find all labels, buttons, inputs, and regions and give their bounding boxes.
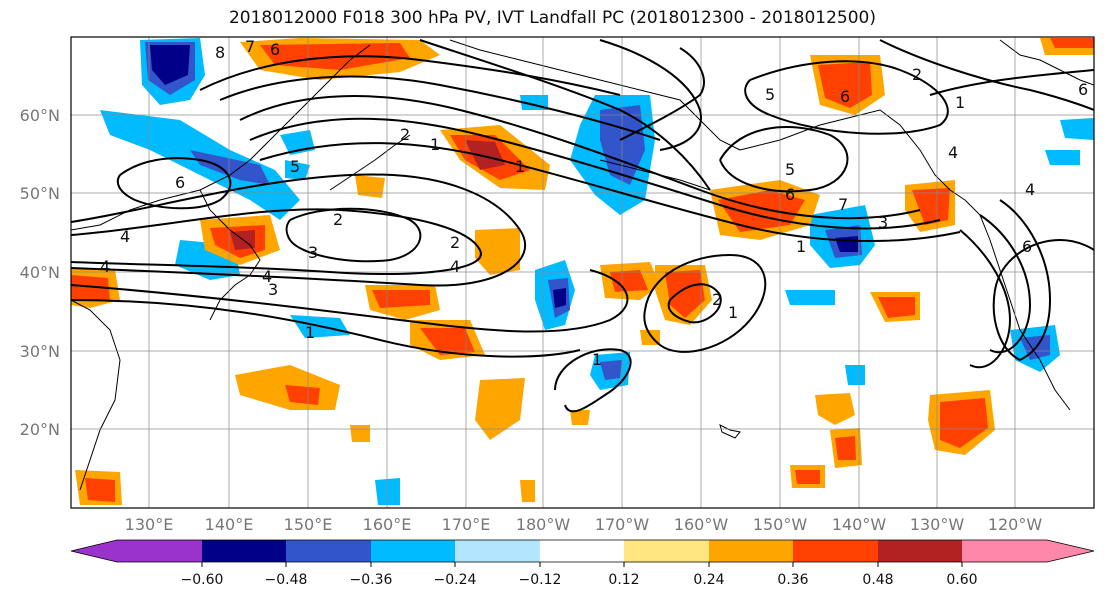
- contour-label: 7: [245, 37, 255, 56]
- colorbar-outline: [70, 539, 1095, 563]
- lon-label: 160°W: [674, 515, 729, 534]
- contour-label: 1: [592, 350, 602, 369]
- lon-label: 120°W: [988, 515, 1043, 534]
- colorbar-segment: [962, 540, 1047, 562]
- colorbar-min-arrow: [71, 540, 117, 562]
- map-title: 2018012000 F018 300 hPa PV, IVT Landfall…: [228, 8, 876, 28]
- contour-label: 3: [878, 213, 888, 232]
- contour-label: 6: [1022, 237, 1032, 256]
- colorbar-segment: [540, 540, 625, 562]
- colorbar-segment: [286, 540, 371, 562]
- colorbar-tick-label: −0.48: [265, 572, 308, 588]
- colorbar-segment: [709, 540, 794, 562]
- contour-label: 6: [785, 185, 795, 204]
- contour-label: 6: [175, 173, 185, 192]
- colorbar-tick-label: 0.48: [862, 572, 893, 588]
- contour-label: 1: [305, 323, 315, 342]
- pv-shading-layer: [71, 38, 1094, 505]
- lon-label: 140°E: [205, 515, 254, 534]
- lon-label: 160°E: [363, 515, 412, 534]
- colorbar-segment: [117, 540, 202, 562]
- colorbar-max-arrow: [1047, 540, 1094, 562]
- lat-label: 50°N: [20, 184, 60, 203]
- contour-label: 6: [1078, 80, 1088, 99]
- colorbar-segment: [455, 540, 540, 562]
- contour-label: 3: [308, 243, 318, 262]
- contour-label: 6: [270, 40, 280, 59]
- longitude-labels: 130°E 140°E 150°E 160°E 170°E 180°W 170°…: [125, 515, 1043, 534]
- lat-label: 60°N: [20, 106, 60, 125]
- colorbar: −0.60 −0.48 −0.36 −0.24 −0.12 0.12 0.24 …: [70, 539, 1095, 588]
- colorbar-tick-label: 0.36: [777, 572, 808, 588]
- lon-label: 150°W: [753, 515, 808, 534]
- lat-label: 30°N: [20, 342, 60, 361]
- lon-label: 170°E: [442, 515, 491, 534]
- ivt-contour-layer: [71, 39, 1094, 413]
- contour-label: 4: [262, 267, 272, 286]
- lon-label: 130°W: [910, 515, 965, 534]
- colorbar-segment: [371, 540, 456, 562]
- contour-label: 1: [796, 237, 806, 256]
- contour-labels: 8 7 6 6 5 4 4 4 3 3 2 2 1 1 1 2 4 5 6 7 …: [100, 37, 1088, 369]
- colorbar-ticks: [201, 562, 963, 567]
- contour-label: 1: [728, 303, 738, 322]
- lat-label: 40°N: [20, 263, 60, 282]
- contour-label: 5: [785, 160, 795, 179]
- colorbar-segment: [202, 540, 287, 562]
- contour-label: 5: [765, 85, 775, 104]
- lon-label: 170°W: [595, 515, 650, 534]
- lon-label: 150°E: [284, 515, 333, 534]
- colorbar-tick-labels: −0.60 −0.48 −0.36 −0.24 −0.12 0.12 0.24 …: [181, 572, 978, 588]
- contour-label: 2: [400, 125, 410, 144]
- contour-label: 4: [948, 143, 958, 162]
- map-frame: [70, 36, 1095, 509]
- latitude-labels: 60°N 50°N 40°N 30°N 20°N: [20, 106, 60, 439]
- lat-label: 20°N: [20, 420, 60, 439]
- colorbar-segment: [878, 540, 963, 562]
- colorbar-tick-label: −0.24: [434, 572, 477, 588]
- colorbar-tick-label: 0.60: [946, 572, 977, 588]
- colorbar-tick-label: −0.60: [181, 572, 224, 588]
- contour-label: 1: [430, 135, 440, 154]
- lon-label: 130°E: [125, 515, 174, 534]
- contour-label: 4: [120, 227, 130, 246]
- contour-label: 1: [955, 93, 965, 112]
- colorbar-tick-label: −0.12: [519, 572, 562, 588]
- contour-label: 1: [515, 157, 525, 176]
- contour-label: 5: [290, 157, 300, 176]
- lon-label: 140°W: [832, 515, 887, 534]
- contour-label: 6: [840, 87, 850, 106]
- contour-label: 4: [1025, 180, 1035, 199]
- contour-label: 2: [712, 290, 722, 309]
- contour-label: 4: [450, 257, 460, 276]
- colorbar-segment: [793, 540, 878, 562]
- colorbar-segment: [624, 540, 709, 562]
- contour-label: 2: [333, 210, 343, 229]
- colorbar-tick-label: 0.12: [608, 572, 639, 588]
- contour-label: 7: [838, 195, 848, 214]
- contour-label: 2: [450, 233, 460, 252]
- contour-label: 4: [100, 257, 110, 276]
- colorbar-tick-label: 0.24: [693, 572, 724, 588]
- colorbar-tick-label: −0.36: [350, 572, 393, 588]
- contour-label: 3: [268, 280, 278, 299]
- lon-label: 180°W: [516, 515, 571, 534]
- contour-label: 8: [215, 43, 225, 62]
- contour-label: 2: [912, 65, 922, 84]
